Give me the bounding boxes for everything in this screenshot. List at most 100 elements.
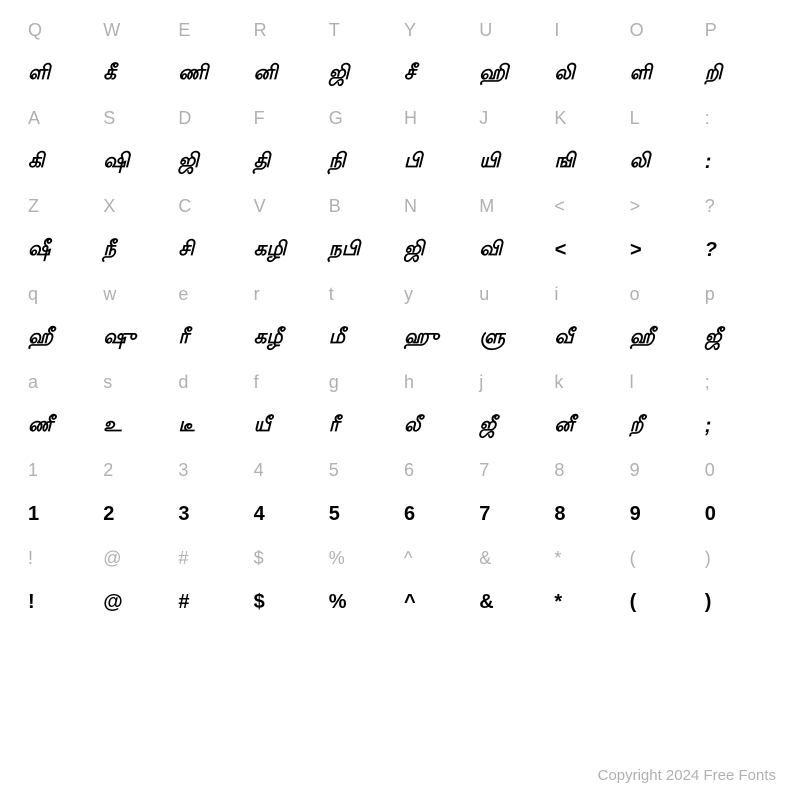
label-text: 1 xyxy=(28,460,38,481)
char-glyph: லி xyxy=(626,140,701,184)
char-label: 2 xyxy=(99,448,174,492)
char-label: W xyxy=(99,8,174,52)
char-glyph: பி xyxy=(400,140,475,184)
char-glyph: ஹி xyxy=(475,52,550,96)
char-label: G xyxy=(325,96,400,140)
label-text: W xyxy=(103,20,120,41)
char-label: > xyxy=(626,184,701,228)
char-label: d xyxy=(174,360,249,404)
char-glyph: னீ xyxy=(550,404,625,448)
label-text: r xyxy=(254,284,260,305)
label-text: K xyxy=(554,108,566,129)
glyph-text: ரீ xyxy=(329,414,339,439)
label-text: 4 xyxy=(254,460,264,481)
glyph-text: டீ xyxy=(178,414,194,439)
glyph-text: 8 xyxy=(554,503,565,526)
char-glyph: கி xyxy=(24,140,99,184)
char-label: @ xyxy=(99,536,174,580)
glyph-text: ஜி xyxy=(404,238,424,263)
char-label: Z xyxy=(24,184,99,228)
char-label: ? xyxy=(701,184,776,228)
glyph-text: ஷு xyxy=(103,326,136,351)
glyph-text: னீ xyxy=(554,414,573,439)
label-text: U xyxy=(479,20,492,41)
char-label: # xyxy=(174,536,249,580)
glyph-text: ? xyxy=(705,239,717,262)
char-label: 6 xyxy=(400,448,475,492)
char-label: X xyxy=(99,184,174,228)
char-label: 7 xyxy=(475,448,550,492)
glyph-text: ஹீ xyxy=(28,326,53,351)
glyph-text: ஜி xyxy=(329,62,349,87)
glyph-text: 5 xyxy=(329,503,340,526)
label-text: T xyxy=(329,20,340,41)
char-glyph: % xyxy=(325,580,400,624)
glyph-text: ளி xyxy=(630,62,652,87)
label-text: ) xyxy=(705,548,711,569)
char-label: 3 xyxy=(174,448,249,492)
char-label: F xyxy=(250,96,325,140)
glyph-text: வி xyxy=(479,238,502,263)
glyph-text: மீ xyxy=(329,326,345,351)
glyph-text: கழீ xyxy=(254,326,283,351)
char-label: f xyxy=(250,360,325,404)
label-text: d xyxy=(178,372,188,393)
label-text: > xyxy=(630,196,641,217)
label-text: u xyxy=(479,284,489,305)
label-text: 5 xyxy=(329,460,339,481)
char-glyph: ஜி xyxy=(325,52,400,96)
glyph-text: றீ xyxy=(630,414,644,439)
glyph-text: கி xyxy=(28,150,44,175)
label-text: X xyxy=(103,196,115,217)
char-label: K xyxy=(550,96,625,140)
char-glyph: 1 xyxy=(24,492,99,536)
char-glyph: ளு xyxy=(475,316,550,360)
glyph-text: கழி xyxy=(254,238,286,263)
glyph-text: பி xyxy=(404,150,422,175)
glyph-text: சீ xyxy=(404,62,415,87)
label-text: q xyxy=(28,284,38,305)
label-text: j xyxy=(479,372,483,393)
label-text: L xyxy=(630,108,640,129)
char-label: r xyxy=(250,272,325,316)
glyph-text: லீ xyxy=(404,414,421,439)
label-text: t xyxy=(329,284,334,305)
glyph-text: ஜி xyxy=(178,150,198,175)
char-label: u xyxy=(475,272,550,316)
glyph-text: 4 xyxy=(254,503,265,526)
char-glyph: ஜி xyxy=(174,140,249,184)
char-glyph: றி xyxy=(701,52,776,96)
char-label: < xyxy=(550,184,625,228)
glyph-text: நபி xyxy=(329,238,360,263)
glyph-text: உ xyxy=(103,414,121,439)
char-glyph: 3 xyxy=(174,492,249,536)
label-text: a xyxy=(28,372,38,393)
char-glyph: ! xyxy=(24,580,99,624)
char-glyph: & xyxy=(475,580,550,624)
glyph-text: ஙி xyxy=(554,150,575,175)
char-label: P xyxy=(701,8,776,52)
label-text: 2 xyxy=(103,460,113,481)
char-glyph: 4 xyxy=(250,492,325,536)
glyph-text: * xyxy=(554,591,562,614)
label-text: # xyxy=(178,548,188,569)
char-glyph: ? xyxy=(701,228,776,272)
char-glyph: ளி xyxy=(24,52,99,96)
char-label: y xyxy=(400,272,475,316)
glyph-text: 0 xyxy=(705,503,716,526)
glyph-text: ரீ xyxy=(178,326,188,351)
glyph-text: % xyxy=(329,591,347,614)
char-glyph: ^ xyxy=(400,580,475,624)
char-label: k xyxy=(550,360,625,404)
label-text: Z xyxy=(28,196,39,217)
char-glyph: டீ xyxy=(174,404,249,448)
label-text: M xyxy=(479,196,494,217)
glyph-text: ணி xyxy=(178,62,208,87)
char-label: l xyxy=(626,360,701,404)
char-glyph: கழி xyxy=(250,228,325,272)
glyph-text: 3 xyxy=(178,503,189,526)
label-text: e xyxy=(178,284,188,305)
label-text: & xyxy=(479,548,491,569)
char-glyph: ணி xyxy=(174,52,249,96)
char-label: g xyxy=(325,360,400,404)
